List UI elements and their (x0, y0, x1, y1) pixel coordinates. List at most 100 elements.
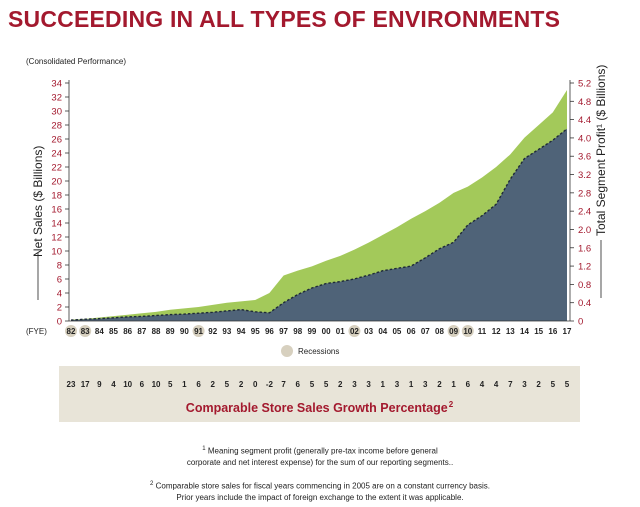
comparable-sales-value: 7 (508, 380, 513, 389)
x-tick-label: 01 (336, 327, 345, 336)
recession-marker (79, 325, 92, 337)
comparable-sales-row: 23 17 9 4 10 6 10 5 1 6 2 5 2 0 -2 7 6 5 5 2 3 3 1 3 1 3 2 1 6 4 4 7 3 2 5… (67, 380, 570, 389)
x-tick-label: 99 (307, 327, 316, 336)
x-tick-label: 88 (152, 327, 161, 336)
left-tick-label: 0 (57, 317, 62, 328)
recession-marker (447, 325, 460, 337)
left-tick-label: 6 (57, 275, 62, 286)
comparable-sales-value: 5 (310, 380, 315, 389)
recession-marker (348, 325, 361, 337)
x-tick-label: 16 (548, 327, 557, 336)
right-tick-label: 4.4 (578, 115, 591, 126)
recession-marker (461, 325, 474, 337)
x-tick-label: 08 (435, 327, 444, 336)
page-title: SUCCEEDING IN ALL TYPES OF ENVIRONMENTS (8, 6, 561, 32)
comparable-sales-value: 6 (196, 380, 201, 389)
comparable-sales-title: Comparable Store Sales Growth Percentage… (59, 400, 580, 415)
right-axis-label: Total Segment Profit¹ ($ Billions) (594, 65, 608, 236)
x-tick-label: 04 (378, 327, 387, 336)
right-tick-label: 0.4 (578, 298, 591, 309)
comparable-sales-values: 23 17 9 4 10 6 10 5 1 6 2 5 2 0 -2 7 6 5 5 2 3 3 1 3 1 3 2 1 6 4 4 7 3 2 5… (67, 380, 570, 389)
comparable-sales-value: 6 (466, 380, 471, 389)
right-tick-label: 4.8 (578, 97, 591, 108)
comparable-sales-value: 5 (324, 380, 329, 389)
right-tick-label: 2.0 (578, 225, 591, 236)
comparable-sales-value: 5 (225, 380, 230, 389)
comparable-sales-band: 23 17 9 4 10 6 10 5 1 6 2 5 2 0 -2 7 6 5 5 2 3 3 1 3 1 3 2 1 6 4 4 7 3 2 5… (59, 366, 580, 422)
comparable-sales-value: 6 (296, 380, 301, 389)
comparable-sales-value: 3 (395, 380, 400, 389)
left-tick-label: 32 (51, 93, 62, 104)
x-tick-label: 90 (180, 327, 189, 336)
x-tick-label: 05 (392, 327, 401, 336)
segment-profit-line (70, 128, 568, 321)
x-tick-label: 83 (81, 327, 90, 336)
comparable-sales-value: 1 (409, 380, 414, 389)
fye-label: (FYE) (26, 327, 47, 336)
x-tick-label: 96 (265, 327, 274, 336)
comparable-sales-value: 4 (111, 380, 116, 389)
x-tick-label: 07 (421, 327, 430, 336)
left-tick-label: 10 (51, 247, 62, 258)
left-tick-label: 14 (51, 219, 62, 230)
x-tick-label: 12 (492, 327, 501, 336)
left-tick-label: 28 (51, 121, 62, 132)
comparable-sales-value: 2 (239, 380, 244, 389)
comparable-sales-value: 17 (81, 380, 90, 389)
x-tick-label: 94 (237, 327, 246, 336)
right-axis-title: Total Segment Profit¹ ($ Billions) (594, 65, 608, 298)
comparable-sales-value: -2 (266, 380, 274, 389)
x-tick-label: 92 (208, 327, 217, 336)
right-tick-label: 2.4 (578, 207, 591, 218)
left-tick-label: 8 (57, 261, 62, 272)
comparable-sales-value: 2 (338, 380, 343, 389)
left-axis-title: Net Sales ($ Billions) (31, 146, 45, 300)
comparable-sales-value: 1 (451, 380, 456, 389)
left-tick-label: 30 (51, 107, 62, 118)
x-tick-label: 06 (407, 327, 416, 336)
comparable-sales-value: 23 (67, 380, 76, 389)
right-tick-label: 3.6 (578, 152, 591, 163)
left-tick-label: 12 (51, 233, 62, 244)
recession-marker (192, 325, 205, 337)
left-axis-label: Net Sales ($ Billions) (31, 146, 45, 257)
x-tick-label: 14 (520, 327, 529, 336)
comparable-sales-title-sup: 2 (448, 400, 454, 409)
comparable-sales-title-text: Comparable Store Sales Growth Percentage (185, 401, 448, 416)
recession-legend-swatch (281, 345, 293, 357)
comparable-sales-value: 5 (551, 380, 556, 389)
footnote-2-line1: Comparable store sales for fiscal years … (155, 481, 490, 491)
comparable-sales-value: 5 (168, 380, 173, 389)
x-tick-label: 03 (364, 327, 373, 336)
x-tick-label: 11 (478, 327, 487, 336)
left-tick-label: 2 (57, 303, 62, 314)
footnote-1: 1 Meaning segment profit (generally pre-… (0, 444, 640, 468)
right-axis-ticks: 0 0.4 0.8 1.2 1.6 2.0 2.4 2.8 3.2 3.6 4.0 4.4 4.8 5.2 (570, 79, 591, 328)
recession-legend-label: Recessions (298, 347, 339, 356)
footnote-1-sup: 1 (202, 446, 206, 452)
comparable-sales-value: 4 (480, 380, 485, 389)
comparable-sales-value: 1 (182, 380, 187, 389)
comparable-sales-value: 3 (366, 380, 371, 389)
comparable-sales-value: 1 (381, 380, 386, 389)
x-tick-label: 91 (194, 327, 203, 336)
x-tick-label: 95 (251, 327, 260, 336)
right-tick-label: 5.2 (578, 79, 591, 90)
right-tick-label: 2.8 (578, 188, 591, 199)
x-tick-label: 09 (449, 327, 458, 336)
x-tick-label: 89 (166, 327, 175, 336)
comparable-sales-value: 10 (152, 380, 161, 389)
right-tick-label: 0 (578, 317, 583, 328)
chart-subtitle: (Consolidated Performance) (26, 57, 127, 66)
x-tick-label: 84 (95, 327, 104, 336)
comparable-sales-value: 2 (536, 380, 541, 389)
footnote-1-line1: Meaning segment profit (generally pre-ta… (207, 446, 438, 456)
comparable-sales-value: 6 (140, 380, 145, 389)
right-tick-label: 1.2 (578, 262, 591, 273)
comparable-sales-value: 2 (210, 380, 215, 389)
comparable-sales-value: 3 (423, 380, 428, 389)
right-tick-label: 4.0 (578, 133, 591, 144)
comparable-sales-value: 9 (97, 380, 102, 389)
footnote-1-line2: corporate and net interest expense) for … (186, 457, 454, 467)
